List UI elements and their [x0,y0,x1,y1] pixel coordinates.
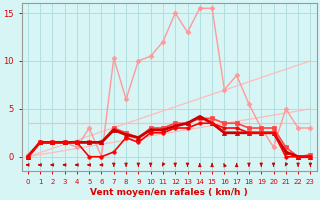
X-axis label: Vent moyen/en rafales ( km/h ): Vent moyen/en rafales ( km/h ) [90,188,248,197]
